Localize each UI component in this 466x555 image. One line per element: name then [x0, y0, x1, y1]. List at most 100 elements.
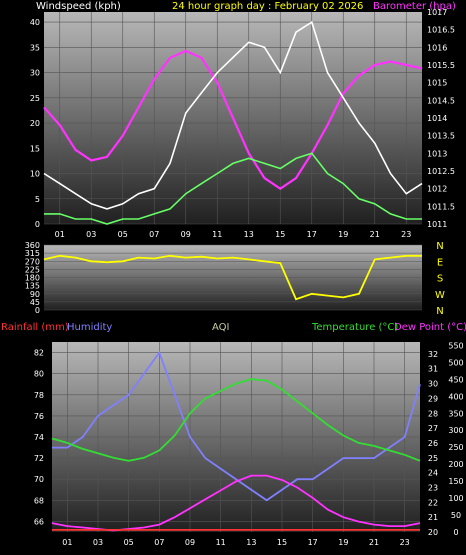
wind-series [43, 20, 423, 225]
y-tick-label: 225 [25, 265, 40, 274]
y-tick-label: 40 [30, 18, 40, 27]
y-tick-label: 70 [34, 475, 44, 484]
y-tick-label: 360 [25, 241, 40, 250]
y2-tick-label: 1016 [427, 43, 447, 52]
y-tick-label: 74 [34, 433, 44, 442]
direction-grid [44, 244, 422, 311]
x-tick-label: 07 [149, 230, 159, 239]
y-tick-label: 72 [34, 454, 44, 463]
x-tick-label: 17 [308, 538, 318, 547]
rainfall-legend: Rainfall (mm) [1, 322, 69, 333]
wind-y-ticks: 0 5 10 15 20 25 30 35 40 [30, 18, 40, 229]
x-tick-label: 05 [118, 230, 128, 239]
y-tick-label: 25 [30, 94, 40, 103]
y3-tick-label: 150 [448, 477, 463, 486]
y2-tick-label: 1012 [427, 185, 447, 194]
y2-tick-label: 31 [428, 365, 438, 374]
y2-tick-label: 1013.5 [427, 132, 455, 141]
y3-tick-label: 400 [448, 392, 463, 401]
y-tick-label: 66 [34, 517, 44, 526]
aqi-legend: AQI [212, 322, 230, 333]
y2-tick-label: 24 [428, 469, 438, 478]
y2-tick-label: 23 [428, 483, 438, 492]
y-tick-label: 0 [35, 220, 40, 229]
barometer-y-ticks: 1011 1011.5 1012 1012.5 1013 1013.5 1014 1014.5… [427, 8, 455, 229]
y3-tick-label: 550 [448, 341, 463, 350]
x-tick-label: 17 [307, 230, 317, 239]
y2-tick-label: 32 [428, 350, 438, 359]
y2-tick-label: 22 [428, 498, 438, 507]
compass-label: W [435, 290, 445, 301]
y-tick-label: 5 [35, 195, 40, 204]
y2-tick-label: 26 [428, 439, 438, 448]
y3-tick-label: 100 [448, 494, 463, 503]
y-tick-label: 90 [30, 290, 40, 299]
y2-tick-label: 29 [428, 394, 438, 403]
x-tick-label: 23 [401, 230, 411, 239]
x-tick-label: 09 [181, 230, 191, 239]
series-line [43, 49, 423, 191]
temperature-legend: Temperature (°C) [311, 322, 398, 333]
series-line [51, 378, 421, 462]
x-tick-label: 01 [62, 538, 72, 547]
x-tick-label: 01 [55, 230, 65, 239]
windspeed-axis-label: Windspeed (kph) [36, 1, 121, 12]
y3-tick-label: 200 [448, 460, 463, 469]
x-tick-label: 15 [275, 230, 285, 239]
y2-tick-label: 1014.5 [427, 96, 455, 105]
y2-tick-label: 25 [428, 454, 438, 463]
y3-tick-label: 450 [448, 375, 463, 384]
y3-tick-label: 500 [448, 358, 463, 367]
y-tick-label: 180 [25, 274, 40, 283]
x-tick-label: 03 [93, 538, 103, 547]
y2-tick-label: 1014 [427, 114, 447, 123]
y2-tick-label: 1013 [427, 149, 447, 158]
y2-tick-label: 1011.5 [427, 202, 455, 211]
y2-tick-label: 1016.5 [427, 26, 455, 35]
y-tick-label: 0 [35, 306, 40, 315]
x-tick-label: 11 [212, 230, 222, 239]
y2-tick-label: 30 [428, 380, 438, 389]
humidity-x-ticks: 01 03 05 07 09 11 13 15 17 19 21 23 [62, 538, 410, 547]
y-tick-label: 315 [25, 249, 40, 258]
y2-tick-label: 1015 [427, 79, 447, 88]
humidity-series [51, 350, 421, 532]
x-tick-label: 05 [124, 538, 134, 547]
compass-label: E [437, 257, 443, 268]
y3-tick-label: 350 [448, 409, 463, 418]
y2-tick-label: 21 [428, 513, 438, 522]
x-tick-label: 21 [370, 230, 380, 239]
y2-tick-label: 1015.5 [427, 61, 455, 70]
compass-label: N [436, 306, 443, 317]
y-tick-label: 35 [30, 43, 40, 52]
humidity-legend: Humidity [67, 322, 112, 333]
x-tick-label: 19 [338, 230, 348, 239]
series-line [52, 350, 421, 502]
compass-label: N [436, 241, 443, 252]
y-tick-label: 20 [30, 119, 40, 128]
aqi-y-ticks: 0 50 100 150 200 250 300 350 400 450 500 550 [448, 341, 463, 537]
series-line [44, 152, 422, 225]
x-tick-label: 07 [154, 538, 164, 547]
y3-tick-label: 300 [448, 426, 463, 435]
direction-series [43, 254, 422, 301]
barometer-axis-label: Barometer (hpa) [373, 1, 456, 12]
y-tick-label: 80 [34, 370, 44, 379]
direction-line [43, 254, 422, 301]
series-line [43, 20, 423, 210]
y-tick-label: 10 [30, 170, 40, 179]
chart-title: 24 hour graph day : February 02 2026 [172, 1, 363, 12]
y-tick-label: 135 [25, 282, 40, 291]
y-tick-label: 68 [34, 496, 44, 505]
y3-tick-label: 0 [453, 528, 458, 537]
y-tick-label: 30 [30, 69, 40, 78]
y2-tick-label: 28 [428, 409, 438, 418]
x-tick-label: 15 [277, 538, 287, 547]
y-tick-label: 78 [34, 391, 44, 400]
y2-tick-label: 27 [428, 424, 438, 433]
y3-tick-label: 250 [448, 443, 463, 452]
temperature-y-ticks: 20 21 22 23 24 25 26 27 28 29 30 31 32 [428, 350, 438, 537]
